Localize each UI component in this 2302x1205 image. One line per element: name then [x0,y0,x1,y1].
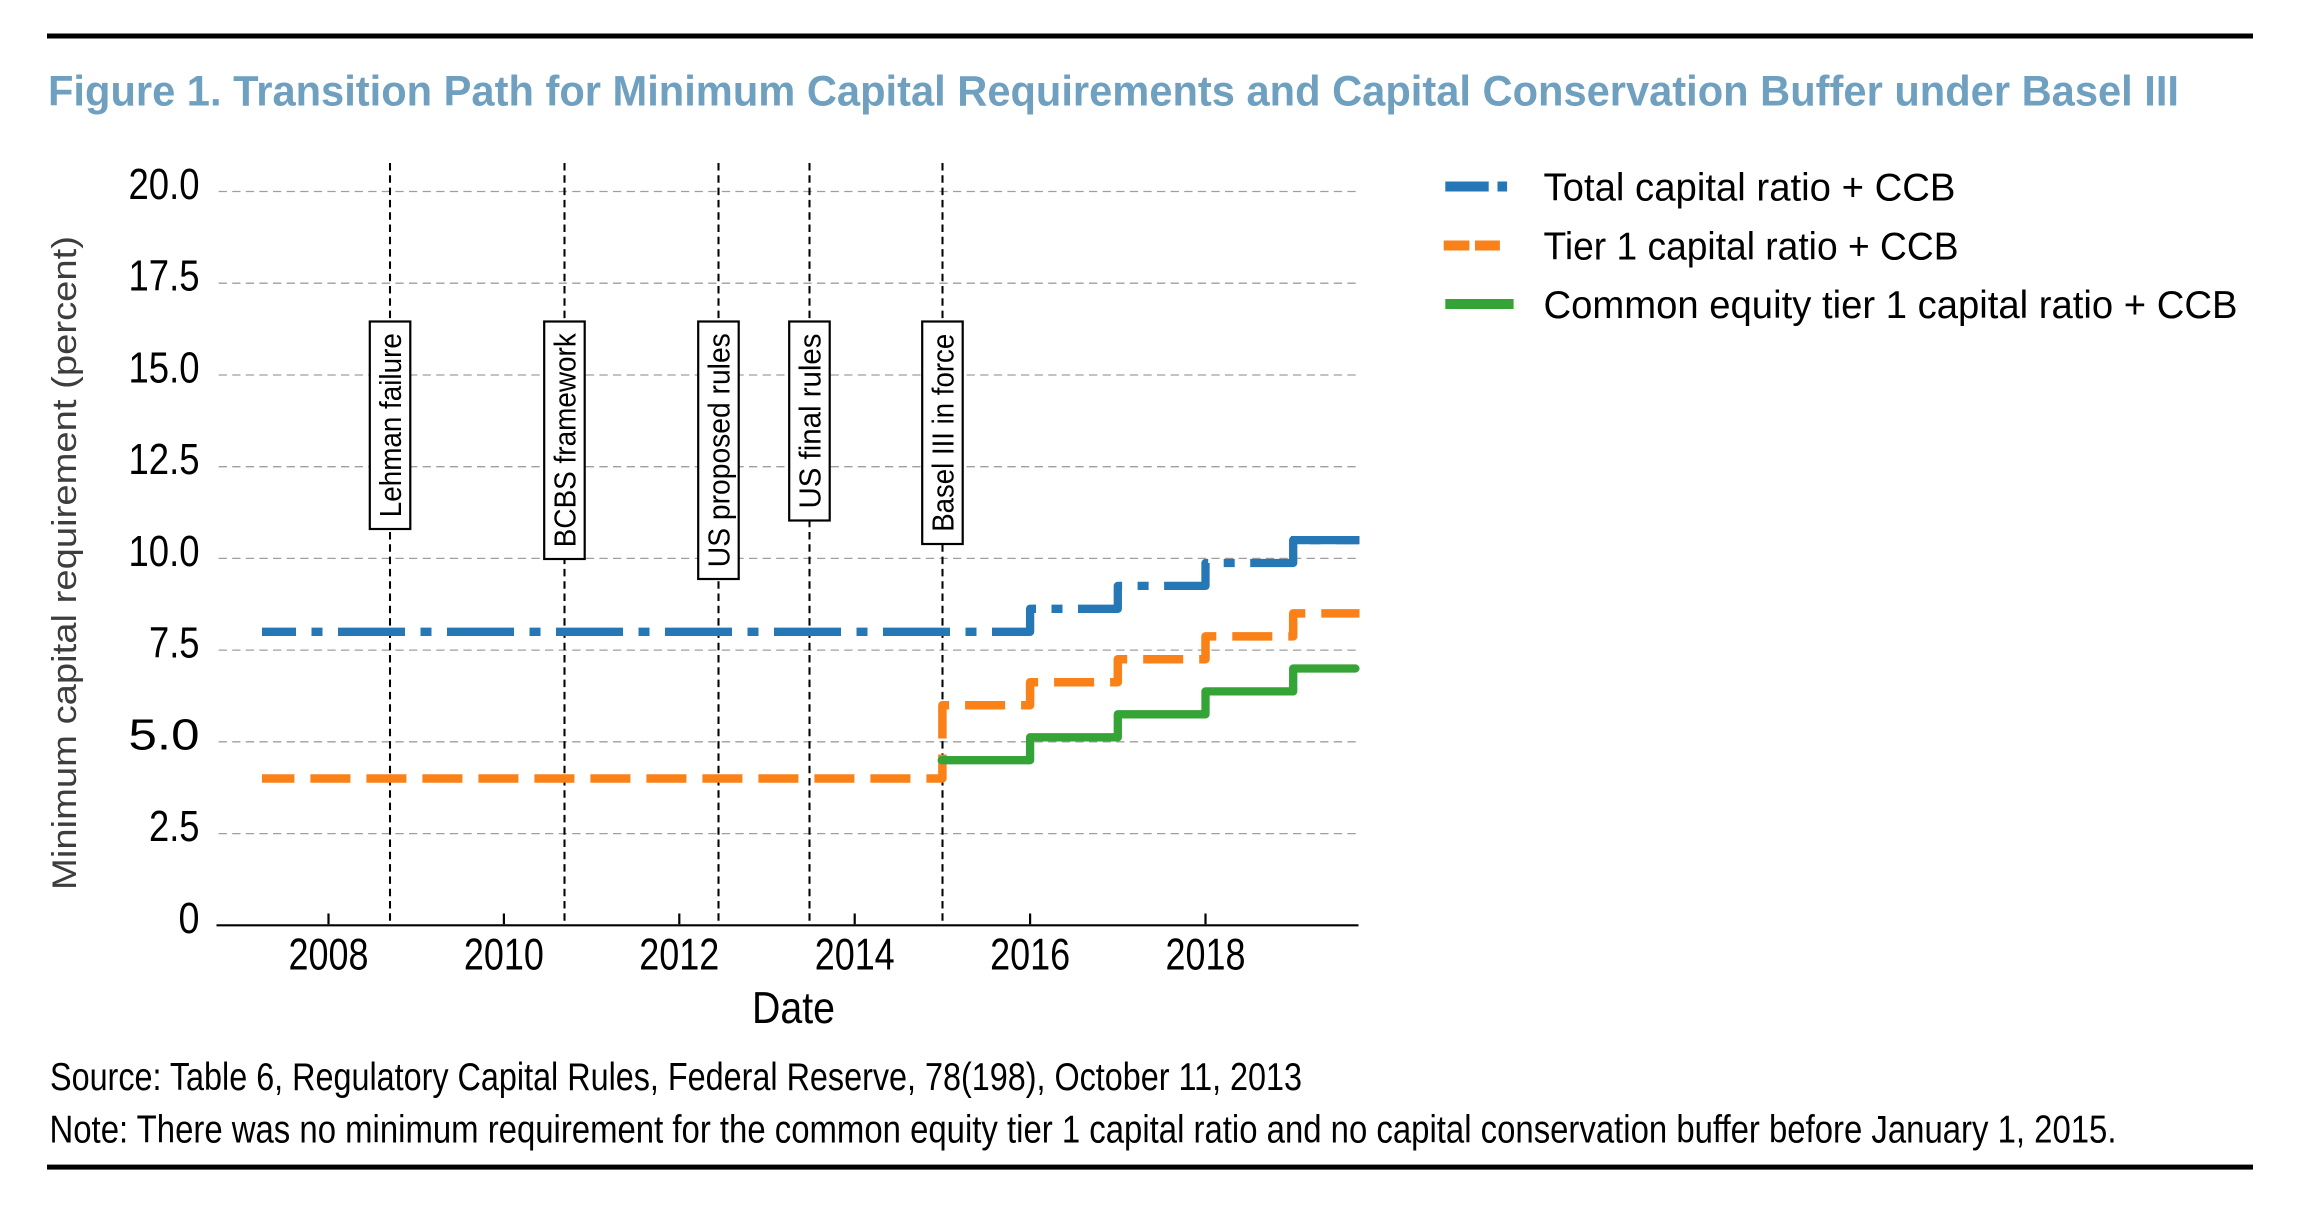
svg-text:Figure 1. Transition Path for: Figure 1. Transition Path for Minimum Ca… [48,68,2179,116]
svg-text:BCBS framework: BCBS framework [548,333,583,547]
svg-text:5.0: 5.0 [129,710,200,759]
svg-text:2008: 2008 [289,931,369,980]
svg-text:7.5: 7.5 [149,619,200,668]
svg-text:Common equity tier 1 capital r: Common equity tier 1 capital ratio + CCB [1544,284,2238,327]
svg-text:Minimum capital requirement (p: Minimum capital requirement (percent) [46,236,84,890]
svg-text:2010: 2010 [464,931,544,980]
svg-text:US proposed rules: US proposed rules [702,333,737,567]
svg-text:2.5: 2.5 [149,802,200,851]
svg-text:2018: 2018 [1166,931,1246,980]
svg-text:Date: Date [752,984,835,1033]
svg-text:12.5: 12.5 [129,435,200,484]
svg-text:10.0: 10.0 [129,527,200,576]
svg-text:2014: 2014 [815,931,895,980]
svg-text:Source: Table 6, Regulatory Ca: Source: Table 6, Regulatory Capital Rule… [50,1056,1302,1099]
svg-text:US final rules: US final rules [793,334,828,509]
svg-text:2016: 2016 [990,931,1070,980]
svg-text:Tier 1 capital ratio + CCB: Tier 1 capital ratio + CCB [1544,226,1959,269]
svg-text:Note: There was no minimum req: Note: There was no minimum requirement f… [50,1109,2117,1152]
svg-text:0: 0 [179,894,200,943]
svg-text:20.0: 20.0 [129,160,200,209]
svg-text:Lehman failure: Lehman failure [373,333,408,517]
svg-text:Basel III in force: Basel III in force [926,334,961,532]
svg-text:17.5: 17.5 [129,252,200,301]
svg-text:Total capital ratio + CCB: Total capital ratio + CCB [1544,167,1956,210]
svg-text:15.0: 15.0 [129,344,200,393]
svg-text:2012: 2012 [639,931,719,980]
